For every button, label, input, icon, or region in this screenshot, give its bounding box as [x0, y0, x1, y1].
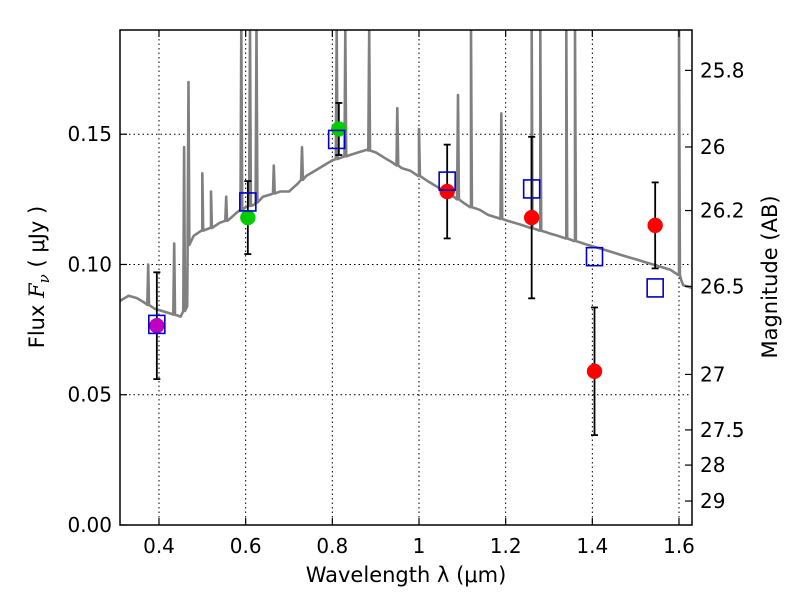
- y-axis-title-f: F: [25, 282, 49, 299]
- model-flux-marker: [646, 278, 664, 298]
- magenta-photometry-point: [149, 317, 165, 334]
- y2-tick-label: 26.5: [700, 274, 745, 298]
- y-tick-label: 0.10: [67, 252, 112, 276]
- y-axis-title-close-paren: ): [25, 206, 49, 214]
- y2-tick-label: 26: [700, 135, 725, 159]
- template-spectrum-line: [120, 30, 692, 318]
- y-axis-title-nu: ν: [35, 274, 53, 283]
- model-flux-marker: [148, 314, 166, 335]
- x-tick-label: 1.4: [576, 534, 608, 558]
- x-tick-label: 1.2: [490, 534, 522, 558]
- green-photometry-point: [331, 121, 347, 137]
- x-tick-label: 0.6: [230, 534, 262, 558]
- y2-tick-label: 27.5: [700, 418, 745, 442]
- y2-tick-label: 25.8: [700, 58, 745, 82]
- x-axis-title: Wavelength λ (μm): [306, 563, 507, 587]
- y2-tick-label: 28: [700, 453, 725, 477]
- x-tick-label: 1: [413, 534, 426, 558]
- data-points: [148, 102, 664, 437]
- model-flux-marker: [239, 192, 257, 212]
- model-flux-marker: [585, 246, 604, 267]
- x-tick-label: 1.6: [663, 534, 695, 558]
- y-axis-title-unit: μJy: [25, 221, 49, 253]
- y-axis-title: Flux Fν ( μJy ): [25, 206, 53, 349]
- red-photometry-point: [523, 209, 540, 226]
- plot-frame: [119, 29, 693, 526]
- y-tick-label: 0.00: [67, 513, 112, 537]
- red-photometry-point: [647, 217, 663, 234]
- y2-axis-title: Magnitude (AB): [758, 195, 782, 358]
- axis-ticks: 0.4 0.6 0.8 1 1.2 1.4 1.6 0.00 0.05 0.10 0.15 25.8 2…: [67, 30, 745, 558]
- y2-tick-label: 27: [700, 362, 725, 386]
- x-tick-label: 0.8: [316, 534, 348, 558]
- y2-tick-label: 29: [700, 489, 725, 513]
- green-photometry-point: [240, 209, 256, 226]
- x-tick-label: 0.4: [143, 534, 175, 558]
- y-tick-label: 0.15: [67, 122, 112, 146]
- y-axis-title-flux: Flux: [25, 305, 49, 349]
- grid: [120, 30, 692, 526]
- model-flux-marker: [327, 129, 346, 150]
- y-axis-title-open-paren: (: [25, 259, 49, 267]
- y2-tick-label: 26.2: [700, 199, 745, 223]
- red-photometry-point: [586, 363, 603, 380]
- model-flux-marker: [438, 171, 456, 191]
- red-photometry-point: [439, 183, 455, 200]
- model-flux-marker: [522, 179, 541, 199]
- y-tick-label: 0.05: [67, 383, 112, 407]
